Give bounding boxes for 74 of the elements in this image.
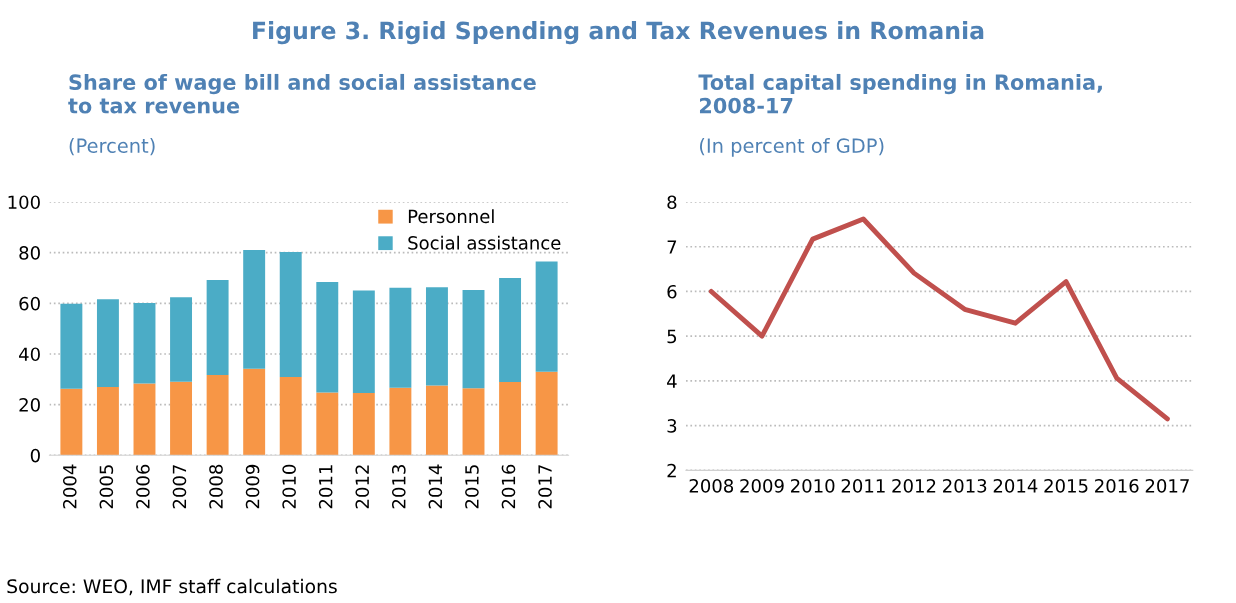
legend-label: Social assistance (408, 235, 561, 250)
y-tick-label: 2 (667, 463, 676, 478)
bar (499, 382, 522, 456)
bar (133, 383, 156, 456)
bar (243, 250, 266, 369)
x-tick-label: 2010 (282, 464, 296, 509)
y-tick-label: 40 (19, 347, 40, 362)
x-tick-label: 2011 (318, 465, 333, 509)
bar (462, 388, 485, 456)
chart-title: Share of wage bill and social assistance to tax revenue (68, 73, 536, 114)
bar (535, 261, 558, 372)
bar (279, 251, 302, 378)
x-tick-label: 2017 (538, 465, 552, 509)
bar (352, 290, 375, 393)
bar (279, 377, 302, 456)
x-tick-label: 2014 (428, 464, 443, 509)
x-tick-label: 2016 (1095, 478, 1139, 493)
y-tick-label: 100 (8, 195, 40, 210)
y-tick-label: 5 (667, 329, 677, 344)
x-tick-label: 2005 (99, 465, 114, 509)
bar (316, 282, 339, 393)
y-tick-label: 20 (19, 398, 40, 412)
bar (425, 385, 448, 456)
y-tick-label: 80 (19, 246, 40, 260)
x-tick-label: 2014 (993, 478, 1038, 493)
bar (499, 277, 522, 383)
bar (133, 303, 156, 384)
x-tick-label: 2009 (740, 478, 784, 493)
bar (535, 371, 558, 456)
x-tick-label: 2004 (62, 464, 77, 509)
x-tick-label: 2016 (501, 464, 516, 509)
bar (96, 299, 119, 387)
bar (60, 388, 83, 456)
bar (243, 368, 266, 456)
x-tick-label: 2013 (943, 478, 987, 493)
chart-subtitle: (In percent of GDP) (700, 137, 884, 157)
bar (425, 287, 448, 386)
x-tick-label: 2008 (689, 478, 734, 493)
legend-label: Personnel (408, 209, 494, 224)
x-tick-label: 2012 (892, 478, 936, 493)
x-tick-label: 2007 (172, 465, 187, 509)
bar (60, 303, 83, 389)
x-tick-label: 2012 (355, 465, 370, 509)
x-tick-label: 2011 (841, 478, 885, 493)
bar (170, 381, 193, 456)
bar (316, 392, 339, 456)
bar (389, 387, 412, 456)
line-series (708, 216, 1170, 422)
y-tick-label: 3 (667, 419, 677, 433)
y-tick-label: 8 (667, 195, 677, 210)
source-note: Source: WEO, IMF staff calculations (7, 578, 337, 596)
bar (206, 280, 229, 375)
bar (96, 386, 119, 456)
x-tick-label: 2015 (465, 465, 479, 509)
bar (462, 289, 485, 389)
y-tick-label: 6 (667, 284, 677, 299)
x-tick-label: 2009 (245, 464, 260, 509)
bar (206, 374, 229, 456)
bar (170, 297, 193, 382)
x-tick-label: 2013 (391, 465, 406, 509)
y-tick-label: 60 (19, 296, 40, 311)
x-tick-label: 2015 (1044, 478, 1088, 493)
y-tick-label: 7 (667, 240, 677, 254)
bar (352, 392, 375, 456)
x-tick-label: 2008 (209, 464, 223, 509)
chart-title: Total capital spending in Romania, 2008-17 (698, 73, 1102, 114)
caption: Figure 3. Rigid Spending and Tax Revenues in Romania (253, 21, 984, 45)
y-tick-label: 0 (30, 448, 40, 463)
bar (389, 287, 412, 388)
x-tick-label: 2006 (136, 464, 150, 509)
chart-subtitle: (Percent) (69, 137, 155, 156)
x-tick-label: 2017 (1145, 478, 1189, 493)
y-tick-label: 4 (667, 374, 677, 388)
x-tick-label: 2010 (791, 478, 835, 493)
